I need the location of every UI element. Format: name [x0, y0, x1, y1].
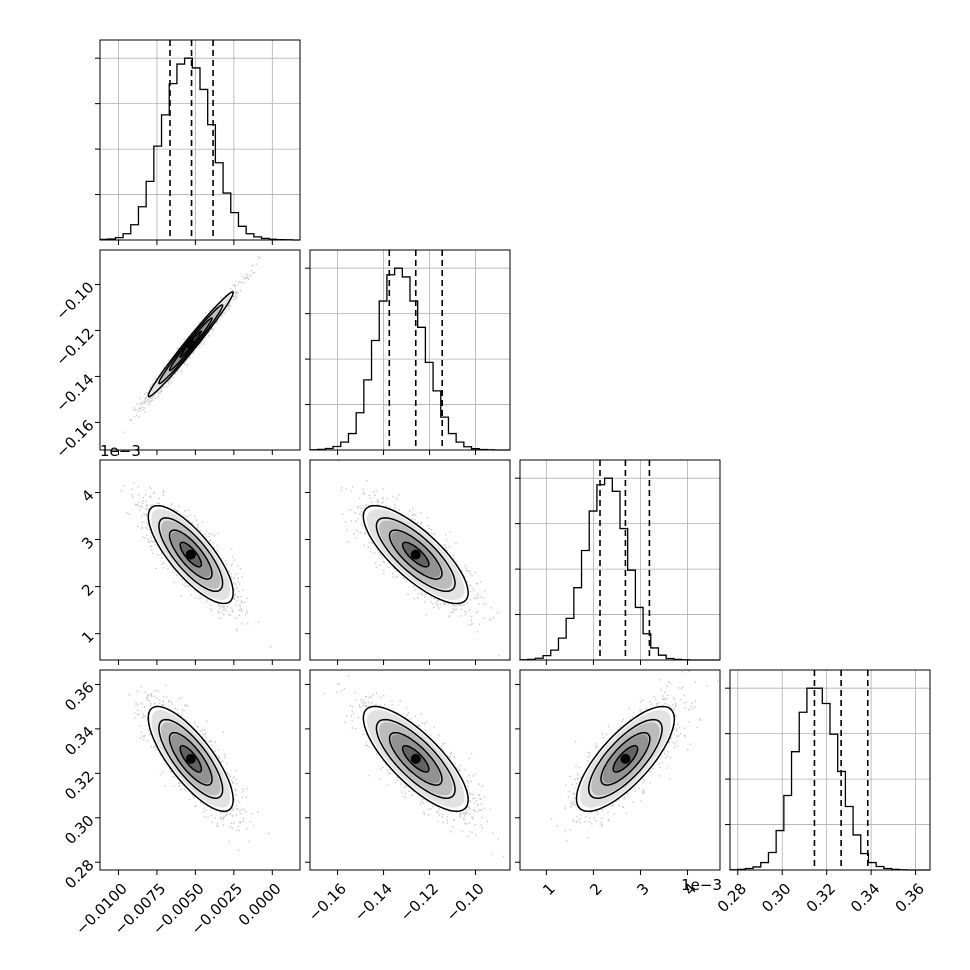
- y-tick-label: 4: [78, 486, 97, 505]
- density-peak: [185, 549, 196, 560]
- contour-line-1: [147, 291, 234, 398]
- y-tick-label: 0.34: [61, 723, 97, 759]
- y-tick-label: 0.32: [61, 767, 97, 803]
- y-tick-label: 2: [78, 580, 97, 599]
- x-tick-label: 0.36: [892, 880, 928, 916]
- scatter-frame: [99, 669, 301, 871]
- density-peak: [410, 549, 421, 560]
- histogram-panel-1: [95, 40, 300, 241]
- scatter-panel-3-4: [550, 670, 719, 842]
- scatter-panel-1-2: [122, 256, 261, 433]
- x-tick-label: −0.14: [351, 880, 396, 925]
- contour-line-4: [179, 541, 203, 568]
- y-tick-label: 3: [78, 533, 97, 552]
- density-peak: [185, 753, 196, 764]
- contour-line-2: [158, 517, 224, 593]
- x-offset-label: 1e−3: [681, 876, 722, 894]
- scatter-frame: [519, 669, 721, 871]
- contour-line-1: [147, 504, 234, 605]
- scatter-content: [337, 460, 500, 657]
- contour-line-3: [168, 731, 213, 786]
- scatter-frame: [309, 459, 511, 661]
- contour-line-1: [575, 705, 676, 813]
- density-peak: [410, 753, 421, 764]
- y-tick-label: −0.14: [52, 370, 97, 415]
- contour-line-4: [179, 330, 203, 359]
- density-peak: [185, 339, 196, 350]
- contour-line-1: [362, 504, 469, 605]
- x-tick-label: 1: [539, 880, 558, 899]
- y-tick-label: 0.30: [61, 812, 97, 848]
- x-tick-label: 0.0000: [235, 880, 285, 930]
- contour-line-2: [375, 517, 456, 593]
- x-tick-label: 0.30: [758, 880, 794, 916]
- y-offset-label: 1e−3: [100, 442, 141, 460]
- scatter-frame: [309, 669, 511, 871]
- y-tick-label: 0.36: [61, 678, 97, 714]
- histogram-step-line: [729, 687, 930, 871]
- histogram-step-line: [309, 267, 510, 451]
- scatter-content: [120, 482, 272, 648]
- x-tick-label: 2: [586, 880, 605, 899]
- histogram-frame: [729, 669, 931, 871]
- contour-line-3: [600, 731, 651, 786]
- histogram-frame: [99, 39, 301, 241]
- x-tick-label: −0.16: [305, 880, 350, 925]
- contour-line-2: [587, 718, 663, 799]
- density-peak: [620, 753, 631, 764]
- histogram-panel-4: [725, 670, 930, 871]
- x-tick-label: −0.10: [443, 880, 488, 925]
- histogram-panel-3: [515, 460, 720, 661]
- histogram-step-line: [99, 57, 300, 241]
- histogram-frame: [519, 459, 721, 661]
- y-tick-label: 1: [78, 627, 97, 646]
- scatter-panel-1-3: [120, 482, 272, 648]
- x-tick-label: 0.34: [847, 880, 883, 916]
- scatter-content: [550, 670, 719, 842]
- contour-line-3: [388, 529, 443, 580]
- contour-line-4: [179, 745, 203, 773]
- contour-line-1: [362, 705, 469, 813]
- x-tick-label: 3: [633, 880, 652, 899]
- scatter-content: [323, 675, 505, 858]
- scatter-panel-2-3: [337, 460, 500, 657]
- contour-line-2: [158, 718, 224, 799]
- contour-line-3: [388, 731, 443, 786]
- contour-line-1: [147, 705, 234, 813]
- contour-line-4: [401, 541, 430, 568]
- y-tick-label: −0.12: [52, 324, 97, 369]
- contour-line-2: [375, 718, 456, 799]
- scatter-frame: [99, 459, 301, 661]
- scatter-content: [122, 256, 261, 433]
- scatter-panel-2-4: [323, 675, 505, 858]
- scatter-panel-1-4: [128, 684, 270, 851]
- histogram-panel-2: [305, 250, 510, 451]
- contour-line-4: [612, 745, 639, 773]
- y-tick-label: −0.16: [52, 416, 97, 461]
- contour-line-2: [158, 304, 224, 385]
- histogram-frame: [309, 249, 511, 451]
- contour-line-3: [168, 317, 213, 372]
- y-tick-label: 0.28: [61, 856, 97, 892]
- histogram-step-line: [519, 477, 720, 661]
- contour-line-4: [401, 745, 430, 773]
- scatter-frame: [99, 249, 301, 451]
- scatter-content: [128, 684, 270, 851]
- y-tick-label: −0.10: [52, 278, 97, 323]
- x-tick-label: −0.12: [397, 880, 442, 925]
- x-tick-label: 0.32: [803, 880, 839, 916]
- contour-line-3: [168, 529, 213, 580]
